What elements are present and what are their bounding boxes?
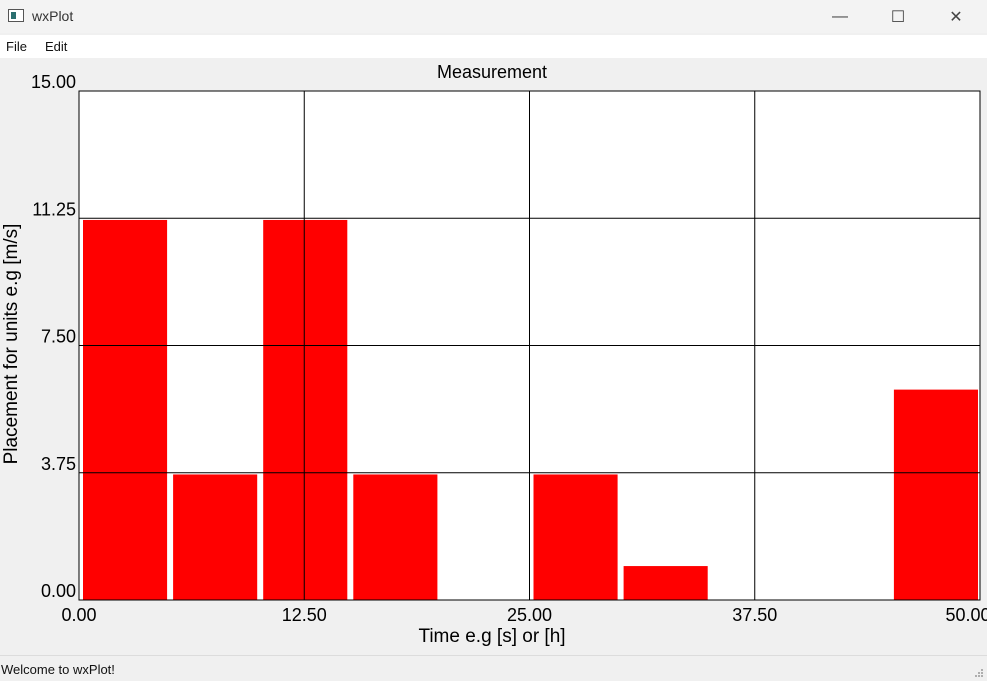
x-tick-label: 37.50 xyxy=(732,605,777,625)
y-axis-label: Placement for units e.g [m/s] xyxy=(1,224,22,465)
maximize-icon: ☐ xyxy=(890,8,906,26)
bar-5 xyxy=(623,566,708,600)
menu-bar: File Edit xyxy=(0,35,987,58)
close-icon: ✕ xyxy=(949,8,963,26)
close-button[interactable]: ✕ xyxy=(927,0,985,33)
x-tick-label: 25.00 xyxy=(507,605,552,625)
maximize-button[interactable]: ☐ xyxy=(869,0,927,33)
bar-chart: 0.00 3.75 7.50 11.25 15.00 0.00 12.50 25.00 37.… xyxy=(1,62,987,647)
bar-4 xyxy=(533,474,618,600)
y-tick-labels: 0.00 3.75 7.50 11.25 15.00 xyxy=(31,72,76,601)
y-tick-label: 15.00 xyxy=(31,72,76,92)
grid xyxy=(79,91,980,600)
x-tick-labels: 0.00 12.50 25.00 37.50 50.00 xyxy=(61,605,987,625)
app-icon xyxy=(8,9,24,22)
chart-title: Measurement xyxy=(437,62,547,82)
resize-grip-icon[interactable] xyxy=(974,668,984,678)
x-tick-label: 12.50 xyxy=(282,605,327,625)
bars xyxy=(83,219,978,601)
y-tick-label: 0.00 xyxy=(41,581,76,601)
minimize-icon: — xyxy=(832,7,848,25)
bar-0 xyxy=(83,219,168,601)
menu-edit[interactable]: Edit xyxy=(45,39,68,54)
x-tick-label: 50.00 xyxy=(945,605,987,625)
minimize-button[interactable]: — xyxy=(811,0,869,33)
title-bar: wxPlot — ☐ ✕ xyxy=(0,0,987,33)
x-tick-label: 0.00 xyxy=(61,605,96,625)
bar-3 xyxy=(353,474,438,600)
menu-file[interactable]: File xyxy=(6,39,27,54)
y-tick-label: 7.50 xyxy=(41,327,76,347)
y-tick-label: 3.75 xyxy=(41,454,76,474)
status-text: Welcome to wxPlot! xyxy=(1,662,115,677)
bar-2 xyxy=(263,219,348,601)
bar-1 xyxy=(173,474,258,600)
status-bar: Welcome to wxPlot! xyxy=(0,655,987,681)
x-axis-label: Time e.g [s] or [h] xyxy=(418,626,565,647)
bar-6 xyxy=(893,389,978,600)
window-title: wxPlot xyxy=(32,8,74,24)
y-tick-label: 11.25 xyxy=(32,199,76,219)
plot-panel: 0.00 3.75 7.50 11.25 15.00 0.00 12.50 25.00 37.… xyxy=(0,58,987,654)
plot-frame xyxy=(78,90,981,601)
